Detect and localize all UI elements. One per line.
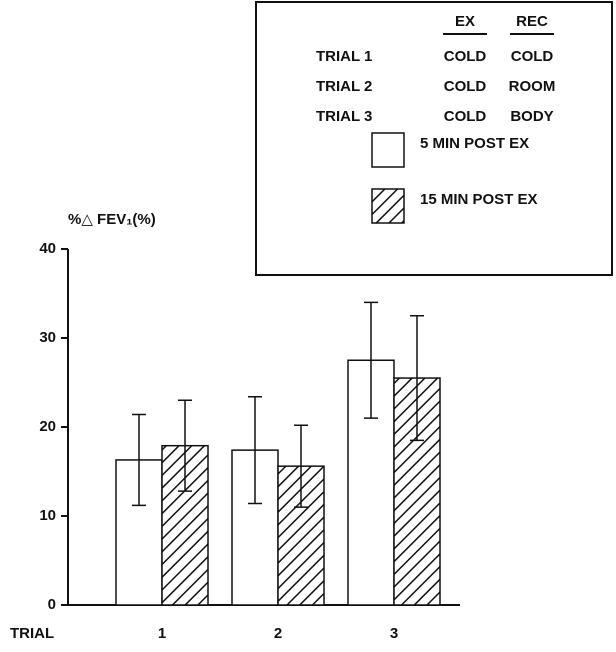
legend-cell: COLD [444,48,487,65]
y-tick-label: 40 [39,240,56,257]
legend-cell: BODY [510,108,553,125]
error-bar [178,399,192,492]
legend-cell: TRIAL 1 [316,48,372,65]
legend-label: 15 MIN POST EX [420,191,538,208]
y-tick-label: 30 [39,329,56,346]
y-tick-label: 20 [39,418,56,435]
legend-box [255,1,613,276]
legend-cell: COLD [511,48,554,65]
legend-swatch [371,188,405,224]
legend-header: EX [455,13,475,30]
legend-cell: ROOM [509,78,556,95]
legend-swatch [371,132,405,168]
error-bar [410,315,424,442]
x-tick-label: 1 [158,625,166,642]
y-axis-label: %△ FEV₁(%) [68,211,156,228]
legend-cell: TRIAL 2 [316,78,372,95]
y-tick-label: 0 [48,596,56,613]
x-tick-label: 2 [274,625,282,642]
legend-cell: COLD [444,108,487,125]
y-tick-label: 10 [39,507,56,524]
legend-cell: COLD [444,78,487,95]
x-axis-label: TRIAL [10,625,54,642]
error-bar [294,424,308,508]
error-bar [364,301,378,419]
legend-cell: TRIAL 3 [316,108,372,125]
legend-label: 5 MIN POST EX [420,135,529,152]
error-bar [248,395,262,505]
error-bar [132,413,146,507]
legend-header: REC [516,13,548,30]
bar [161,444,209,606]
x-tick-label: 3 [390,625,398,642]
